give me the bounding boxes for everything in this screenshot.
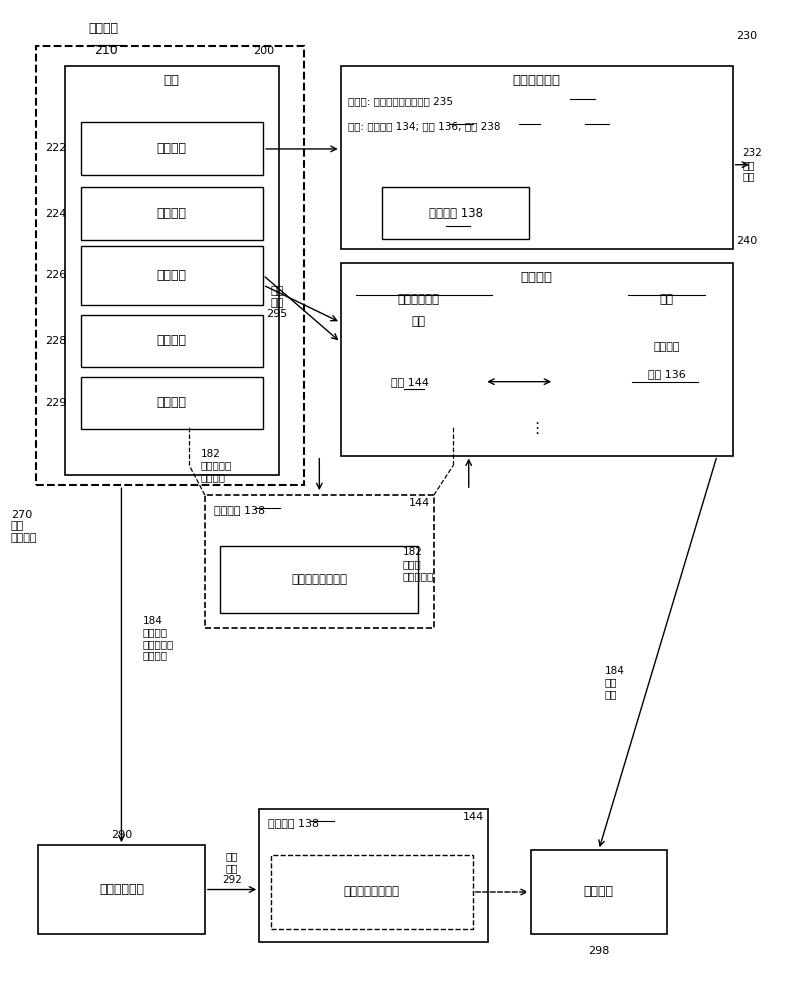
FancyBboxPatch shape [81, 246, 263, 305]
Text: 270
远程
打印服务: 270 远程 打印服务 [11, 510, 37, 543]
FancyBboxPatch shape [205, 495, 434, 628]
Text: 298: 298 [588, 946, 609, 956]
FancyBboxPatch shape [220, 546, 418, 613]
FancyBboxPatch shape [65, 66, 279, 475]
Text: 184
链接
回报: 184 链接 回报 [604, 666, 624, 699]
Text: 打印内容 138: 打印内容 138 [214, 505, 265, 515]
Text: 200: 200 [254, 46, 275, 56]
Text: 光学机器可读链接: 光学机器可读链接 [344, 885, 400, 898]
Text: 230: 230 [736, 31, 758, 41]
Text: 回报: 回报 [660, 293, 674, 306]
FancyBboxPatch shape [36, 46, 304, 485]
Text: 240: 240 [736, 236, 758, 246]
Text: 系统: 系统 [164, 74, 180, 87]
Text: 182
打印内容的
链接版本: 182 打印内容的 链接版本 [201, 449, 232, 482]
Text: 184
采用打印
就绪格式的
链接版本: 184 采用打印 就绪格式的 链接版本 [143, 616, 174, 660]
FancyBboxPatch shape [81, 377, 263, 429]
FancyBboxPatch shape [81, 122, 263, 175]
Text: 确定引擎: 确定引擎 [157, 207, 187, 220]
FancyBboxPatch shape [340, 263, 732, 456]
Text: 创建
请求
295: 创建 请求 295 [266, 286, 288, 319]
Text: 290: 290 [111, 830, 132, 840]
FancyBboxPatch shape [38, 845, 205, 934]
Text: 渲染引擎: 渲染引擎 [157, 334, 187, 347]
Text: 182
链接被
捕获的指示: 182 链接被 捕获的指示 [403, 547, 434, 581]
Text: 光学机器可读: 光学机器可读 [397, 293, 439, 306]
Text: 222: 222 [45, 143, 66, 153]
Text: 144: 144 [463, 812, 484, 822]
Text: 打印引擎: 打印引擎 [157, 396, 187, 409]
Text: 消息引擎: 消息引擎 [157, 142, 187, 155]
Text: 链接 144: 链接 144 [391, 377, 429, 387]
Text: 224: 224 [45, 209, 66, 219]
Text: 226: 226 [46, 270, 66, 280]
Text: 电子邮件消息: 电子邮件消息 [513, 74, 561, 87]
FancyBboxPatch shape [382, 187, 529, 239]
Text: 链接服务: 链接服务 [521, 271, 553, 284]
Text: 打印内容 138: 打印内容 138 [428, 207, 483, 220]
Text: 计算装置: 计算装置 [584, 885, 614, 898]
Text: 232
链接
信息: 232 链接 信息 [743, 148, 762, 181]
Text: 光学机器可读链接: 光学机器可读链接 [292, 573, 348, 586]
Text: 发送至: 目的地电子邮件地址 235: 发送至: 目的地电子邮件地址 235 [348, 96, 453, 106]
Text: 目的打印装置: 目的打印装置 [99, 883, 144, 896]
Text: 229: 229 [45, 398, 66, 408]
FancyBboxPatch shape [340, 66, 732, 249]
Text: ⋮: ⋮ [529, 421, 544, 436]
Text: 228: 228 [45, 336, 66, 346]
Text: 打印内容 138: 打印内容 138 [269, 819, 320, 829]
FancyBboxPatch shape [531, 850, 667, 934]
FancyBboxPatch shape [271, 855, 472, 929]
Text: 210: 210 [95, 44, 118, 57]
Text: 打印
版本
292: 打印 版本 292 [222, 851, 242, 885]
FancyBboxPatch shape [259, 809, 488, 942]
Text: 主题: 链接类型 134; 回报 136; 参数 238: 主题: 链接类型 134; 回报 136; 参数 238 [348, 121, 501, 131]
Text: 链接引擎: 链接引擎 [157, 269, 187, 282]
FancyBboxPatch shape [81, 315, 263, 367]
Text: 计算环境: 计算环境 [88, 22, 118, 35]
FancyBboxPatch shape [81, 187, 263, 240]
Text: 数字内容: 数字内容 [653, 342, 680, 352]
Text: 144: 144 [408, 498, 430, 508]
Text: 链接: 链接 [412, 315, 425, 328]
Text: 回报 136: 回报 136 [648, 369, 686, 379]
